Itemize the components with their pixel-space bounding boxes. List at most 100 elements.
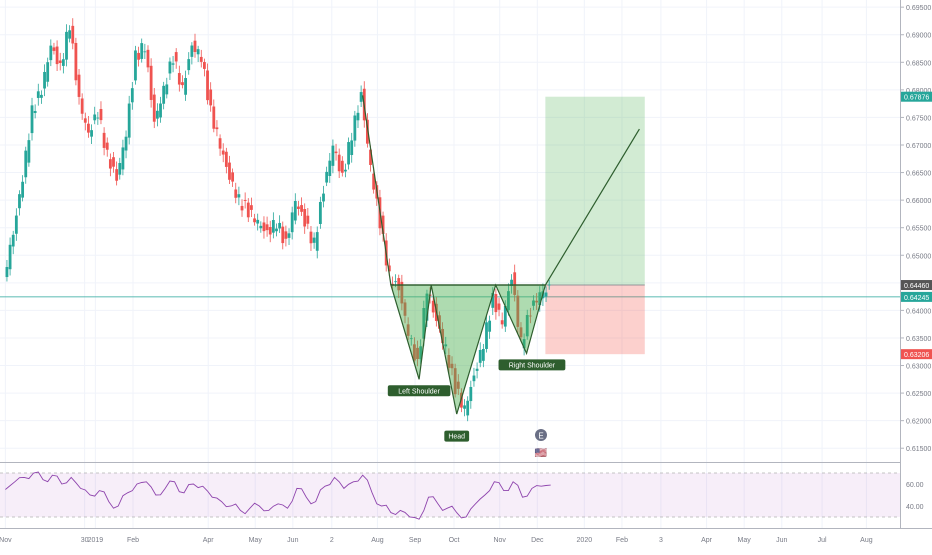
candle-body: [234, 189, 238, 198]
pattern-label-box[interactable]: [498, 359, 566, 371]
price-label: 0.64460: [904, 283, 929, 290]
candle-body: [80, 98, 84, 114]
candle-body: [130, 88, 134, 103]
candle-body: [221, 150, 225, 155]
candle-body: [187, 59, 191, 71]
candle-body: [83, 118, 87, 123]
candle-body: [444, 344, 448, 347]
candle-body: [485, 322, 488, 349]
candle-body: [30, 105, 34, 134]
candle-body: [162, 85, 166, 104]
candle-body: [475, 368, 479, 371]
pattern-shape[interactable]: [390, 283, 547, 415]
candle-body: [318, 201, 322, 224]
candle-body: [224, 151, 228, 167]
pattern-label-box[interactable]: [387, 385, 451, 397]
time-tick-label: 3: [659, 537, 663, 544]
candle-body: [149, 65, 153, 100]
price-tick-label: 0.61500: [906, 446, 931, 453]
price-tick-label: 0.62000: [906, 419, 931, 426]
candle-body: [463, 405, 466, 409]
candle-body: [199, 56, 203, 62]
candle-body: [528, 315, 532, 317]
candle-body: [447, 355, 451, 368]
candle-body: [353, 115, 357, 141]
candle-body: [472, 375, 476, 382]
us-flag-icon[interactable]: 🇺🇸: [535, 447, 548, 459]
time-tick-label: 2: [330, 537, 334, 544]
candle-body: [547, 284, 551, 286]
pattern-label-box[interactable]: [444, 430, 470, 442]
candle-body: [325, 171, 329, 183]
candle-body: [394, 281, 397, 283]
candle-body: [275, 228, 278, 232]
candle-body: [146, 49, 150, 68]
candle-body: [293, 200, 297, 221]
time-tick-label: Dec: [531, 537, 544, 544]
price-tick-label: 0.66000: [906, 198, 931, 205]
candle-body: [14, 215, 18, 234]
candle-body: [413, 344, 416, 361]
earnings-label: E: [538, 432, 543, 441]
candle-body: [65, 31, 68, 60]
rsi-tick-label: 60.00: [906, 482, 924, 489]
profit-zone[interactable]: [545, 96, 645, 286]
price-tick-label: 0.65000: [906, 253, 931, 260]
candle-body: [500, 320, 504, 325]
candle-body: [118, 163, 122, 175]
candle-body: [102, 132, 106, 148]
candle-body: [340, 160, 344, 173]
candle-body: [356, 112, 360, 121]
loss-zone[interactable]: [545, 285, 645, 355]
price-tick-label: 0.64000: [906, 308, 931, 315]
candle-body: [143, 51, 147, 53]
trend-line-down[interactable]: [362, 95, 392, 286]
candle-body: [171, 63, 175, 65]
candle-body: [312, 237, 316, 243]
candle-body: [137, 52, 140, 60]
candle-body: [165, 84, 169, 95]
candle-body: [309, 231, 313, 244]
candle-body: [68, 30, 72, 39]
rsi-pane: [0, 462, 900, 520]
candle-body: [469, 386, 473, 402]
candle-body: [381, 215, 385, 234]
candle-body: [287, 233, 291, 238]
candle-body: [337, 154, 341, 172]
candle-body: [387, 265, 391, 272]
price-axis[interactable]: 0.69500 0.69000 0.68500 0.68000 0.67500 0.670…: [900, 0, 932, 550]
candle-body: [177, 73, 181, 85]
candle-body: [99, 108, 103, 121]
candle-body: [190, 45, 194, 57]
time-tick-label: 2020: [577, 537, 593, 544]
event-markers[interactable]: E 🇺🇸: [535, 429, 548, 459]
long-position-tool[interactable]: [545, 96, 645, 355]
candle-body: [303, 209, 307, 227]
candle-body: [416, 347, 419, 360]
earnings-marker-icon[interactable]: [535, 429, 547, 441]
time-tick-label: Feb: [127, 537, 139, 544]
time-axis[interactable]: Nov 30 2019 Feb Apr May Jun 2 Aug Sep Oct Nov Dec 202…: [0, 528, 932, 545]
time-tick-label: 2019: [88, 537, 104, 544]
candle-body: [268, 227, 272, 235]
candle-body: [152, 94, 156, 122]
candle-body: [441, 328, 445, 344]
projection-line[interactable]: [544, 128, 640, 286]
candle-body: [112, 157, 115, 167]
candle-body: [124, 136, 128, 151]
head-and-shoulders-pattern[interactable]: Left Shoulder Head Right Shoulder: [362, 95, 640, 442]
price-label: 0.67876: [904, 95, 929, 102]
candle-body: [215, 127, 219, 130]
candle-body: [328, 160, 332, 176]
rsi-band: [0, 473, 900, 517]
price-tick-label: 0.66500: [906, 171, 931, 178]
candle-body: [43, 71, 46, 89]
candle-body: [488, 320, 492, 332]
candle-body: [544, 292, 548, 297]
candle-body: [525, 315, 529, 337]
candle-body: [519, 327, 523, 338]
candle-body: [347, 142, 350, 165]
price-tick-label: 0.62500: [906, 391, 931, 398]
